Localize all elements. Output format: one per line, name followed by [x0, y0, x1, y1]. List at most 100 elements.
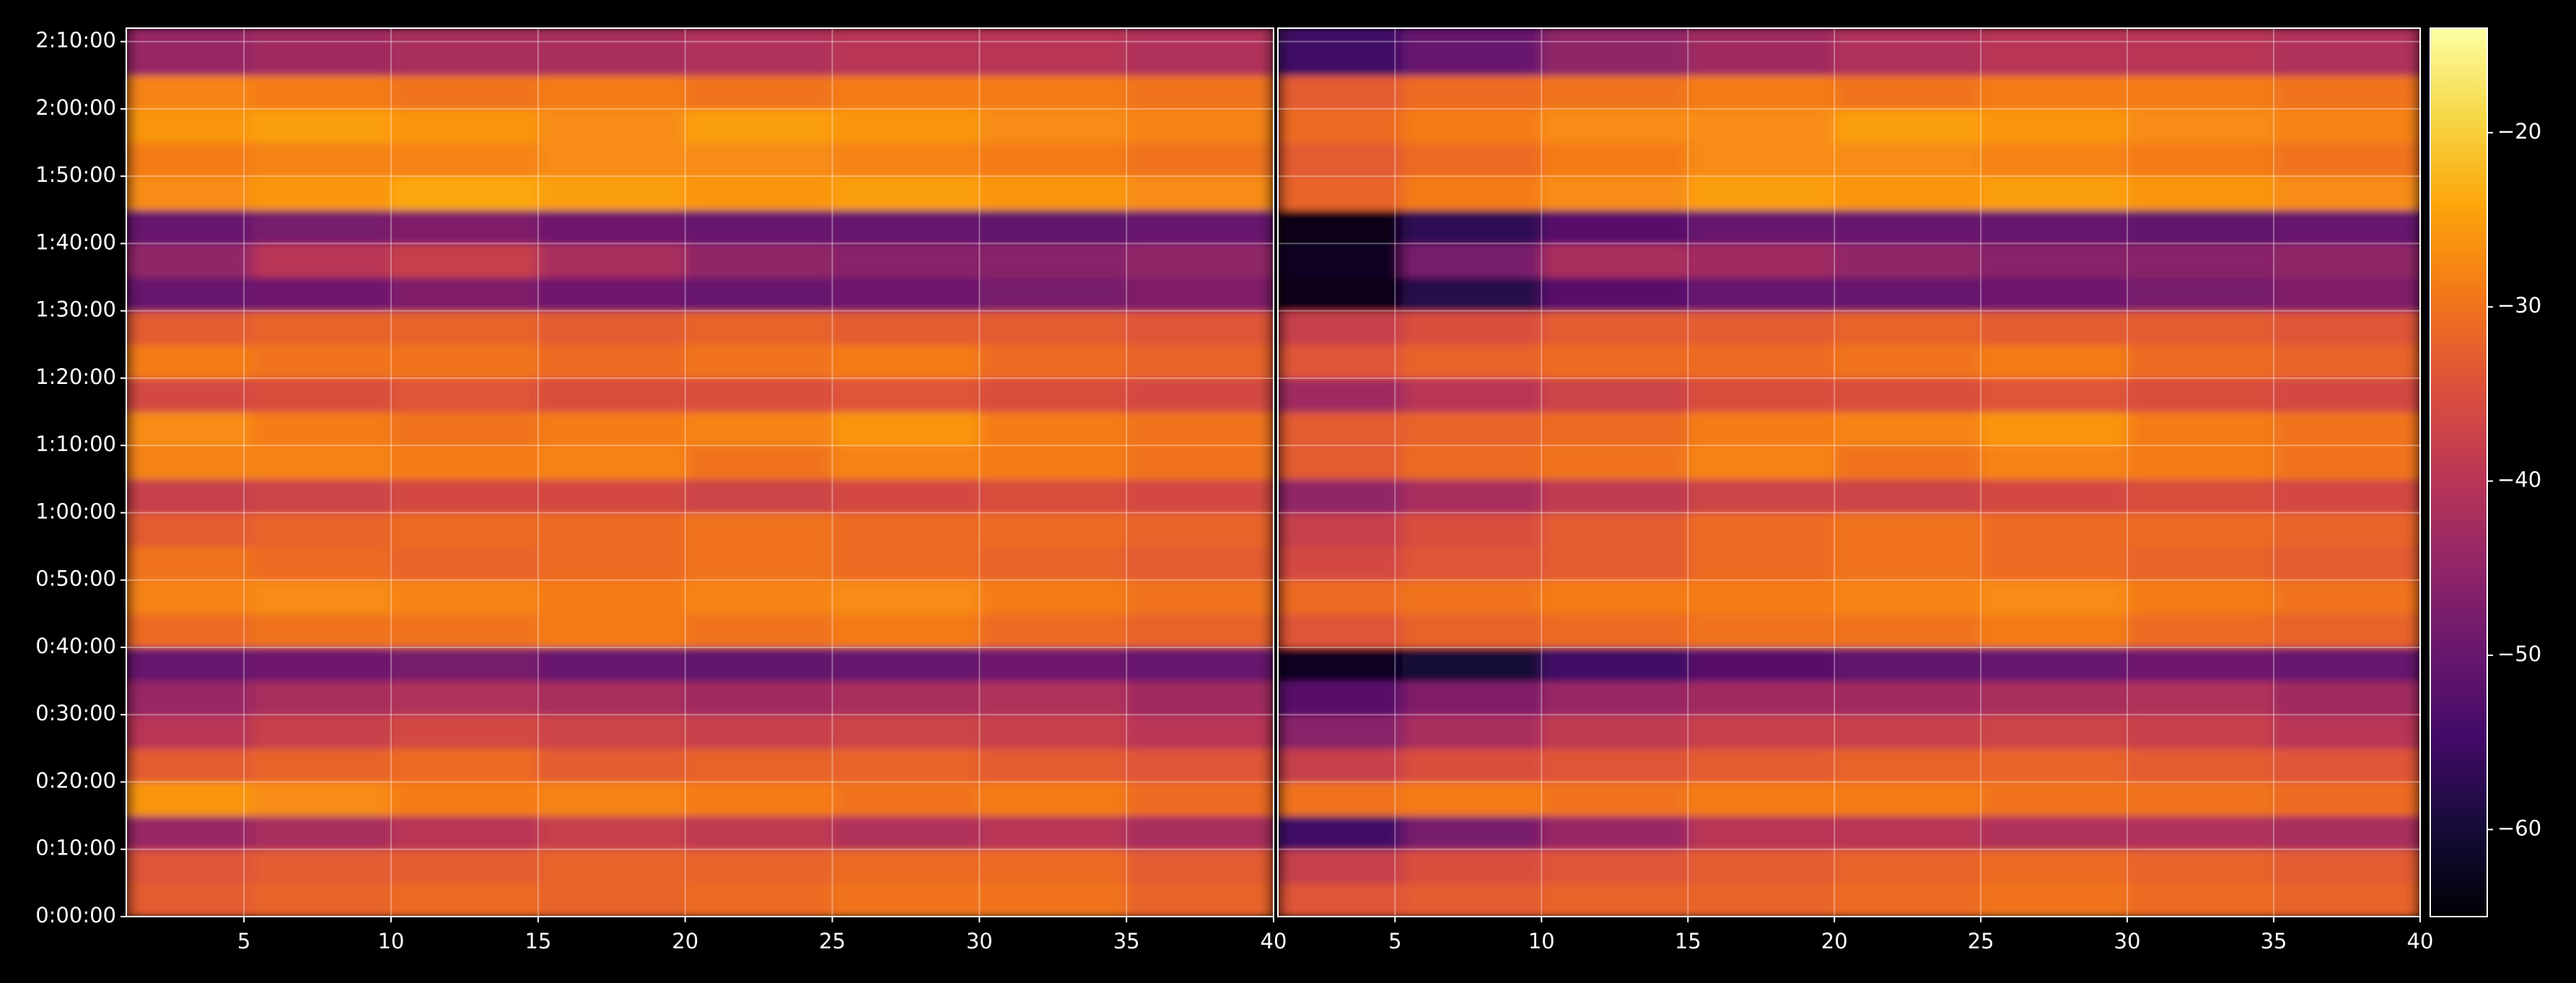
cell	[2127, 28, 2274, 76]
cell	[251, 377, 392, 413]
x-tick-label: 10	[1528, 929, 1555, 953]
cell	[979, 176, 1127, 211]
cell	[832, 715, 980, 749]
cell	[1688, 883, 1835, 917]
cell	[251, 512, 392, 547]
cell	[1126, 243, 1274, 278]
cell	[251, 849, 392, 883]
cell	[1278, 411, 1403, 446]
cell	[1126, 816, 1274, 850]
cell	[2274, 715, 2420, 749]
cell	[390, 209, 539, 245]
cell	[1126, 546, 1274, 581]
cell	[126, 445, 252, 480]
cell	[1688, 28, 1835, 76]
cell	[685, 479, 833, 514]
cell	[538, 512, 686, 547]
cell	[390, 411, 539, 446]
cell	[251, 344, 392, 379]
cell	[2127, 715, 2274, 749]
cell	[832, 849, 980, 883]
cell	[1126, 411, 1274, 446]
cell	[1541, 748, 1688, 783]
cell	[979, 75, 1127, 110]
cell	[1278, 445, 1403, 480]
cell	[2127, 176, 2274, 211]
cell	[1688, 681, 1835, 715]
cell	[1981, 748, 2128, 783]
cell	[1126, 849, 1274, 883]
cell	[1402, 715, 1542, 749]
y-tick-label: 1:20:00	[35, 364, 116, 389]
cell	[2274, 277, 2420, 312]
cell	[1834, 849, 1981, 883]
cell	[1688, 411, 1835, 446]
cell	[390, 748, 539, 783]
cell	[2127, 647, 2274, 682]
colorbar-tick-label: −20	[2497, 119, 2541, 144]
cell	[2127, 75, 2274, 110]
cell	[1981, 479, 2128, 514]
cell	[1541, 277, 1688, 312]
cell	[2274, 782, 2420, 816]
cell	[251, 782, 392, 816]
cell	[538, 142, 686, 177]
cell	[1541, 715, 1688, 749]
cell	[832, 176, 980, 211]
cell	[1402, 445, 1542, 480]
cell	[251, 28, 392, 76]
cell	[1402, 243, 1542, 278]
cell	[979, 816, 1127, 850]
cell	[979, 613, 1127, 648]
cell	[390, 108, 539, 144]
cell	[1541, 546, 1688, 581]
cell	[685, 681, 833, 715]
cell	[2127, 445, 2274, 480]
cell	[2127, 849, 2274, 883]
cell	[2274, 310, 2420, 345]
cell	[1688, 512, 1835, 547]
cell	[1834, 580, 1981, 614]
cell	[832, 883, 980, 917]
cell	[2274, 411, 2420, 446]
cell	[1981, 243, 2128, 278]
cell	[538, 816, 686, 850]
cell	[1402, 816, 1542, 850]
cell	[685, 75, 833, 110]
cell	[979, 411, 1127, 446]
cell	[1981, 28, 2128, 76]
cell	[538, 310, 686, 345]
cell	[1278, 816, 1403, 850]
cell	[1126, 28, 1274, 76]
cell	[126, 849, 252, 883]
cell	[1126, 344, 1274, 379]
cell	[1541, 243, 1688, 278]
cell	[979, 28, 1127, 76]
cell	[538, 748, 686, 783]
cell	[1126, 512, 1274, 547]
cell	[1981, 512, 2128, 547]
cell	[1834, 310, 1981, 345]
cell	[538, 479, 686, 514]
cell	[1688, 445, 1835, 480]
cell	[390, 681, 539, 715]
cell	[685, 142, 833, 177]
cell	[979, 715, 1127, 749]
cell	[538, 243, 686, 278]
cell	[1278, 377, 1403, 413]
cell	[390, 883, 539, 917]
cell	[1981, 344, 2128, 379]
cell	[1834, 445, 1981, 480]
cell	[1834, 715, 1981, 749]
cell	[251, 176, 392, 211]
cell	[1688, 75, 1835, 110]
cell	[685, 28, 833, 76]
cell	[126, 108, 252, 144]
cell	[832, 310, 980, 345]
cell	[979, 277, 1127, 312]
x-tick-label: 10	[377, 929, 404, 953]
cell	[1278, 883, 1403, 917]
cell	[685, 108, 833, 144]
cell	[1541, 681, 1688, 715]
cell	[538, 681, 686, 715]
